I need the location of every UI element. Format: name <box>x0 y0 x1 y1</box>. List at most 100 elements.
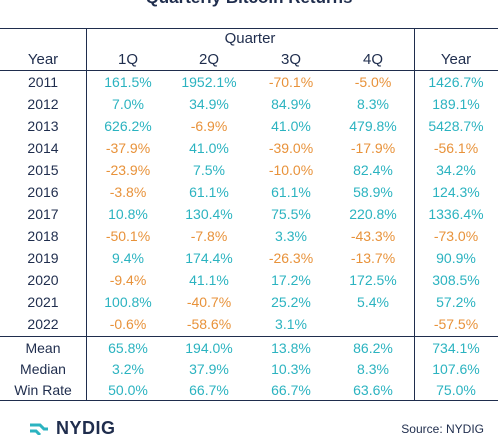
summary-row-cell: 66.7% <box>189 382 229 398</box>
table-row-cell: 5428.7% <box>428 118 484 134</box>
table-row-label: 2013 <box>27 118 59 134</box>
summary-row-cell: 13.8% <box>271 340 311 356</box>
table-row-cell: -6.9% <box>190 118 228 134</box>
table-row-label: 2019 <box>27 250 59 266</box>
table-row-cell: 41.0% <box>189 140 229 156</box>
summary-rule <box>0 336 498 337</box>
summary-row-cell: 50.0% <box>108 382 148 398</box>
table-row-cell: 75.5% <box>271 206 311 222</box>
table-row-cell: 61.1% <box>271 184 311 200</box>
table-row-cell: -37.9% <box>105 140 151 156</box>
top-rule <box>0 28 498 29</box>
summary-row-label: Win Rate <box>14 382 72 398</box>
table-row-cell: -73.0% <box>433 228 479 244</box>
summary-row-cell: 10.3% <box>271 361 311 377</box>
table-row-label: 2017 <box>27 206 59 222</box>
table-row-cell: 84.9% <box>271 96 311 112</box>
source-note: Source: NYDIG <box>401 422 484 436</box>
table-row-cell: 41.0% <box>271 118 311 134</box>
summary-row-cell: 65.8% <box>108 340 148 356</box>
table-row-label: 2014 <box>27 140 59 156</box>
column-header-4q: 4Q <box>362 51 383 68</box>
table-title: Quarterly Bitcoin Returns <box>0 0 498 8</box>
table-row-cell: -58.6% <box>186 316 232 332</box>
table-row-cell: 25.2% <box>271 294 311 310</box>
table-row-cell: 3.1% <box>275 316 307 332</box>
table-row-cell: -50.1% <box>105 228 151 244</box>
quarter-group-header: Quarter <box>224 30 276 47</box>
column-header-2q: 2Q <box>198 51 219 68</box>
summary-row-cell: 8.3% <box>357 361 389 377</box>
table-row-label: 2015 <box>27 162 59 178</box>
table-row-cell: 172.5% <box>349 272 397 288</box>
table-row-cell: -56.1% <box>433 140 479 156</box>
table-row-cell: 8.3% <box>357 96 389 112</box>
table-row-cell: 130.4% <box>185 206 233 222</box>
table-row-cell: 124.3% <box>432 184 480 200</box>
table-row-cell: -43.3% <box>350 228 396 244</box>
summary-row-cell: 63.6% <box>353 382 393 398</box>
summary-row-cell: 3.2% <box>112 361 144 377</box>
table-row-cell: 82.4% <box>353 162 393 178</box>
table-row-cell: 9.4% <box>112 250 144 266</box>
table-row-cell: -26.3% <box>268 250 314 266</box>
summary-row-label: Median <box>20 361 66 377</box>
summary-row-cell: 86.2% <box>353 340 393 356</box>
table-row-cell: 58.9% <box>353 184 393 200</box>
table-row-cell: 626.2% <box>104 118 152 134</box>
table-row-cell: -17.9% <box>350 140 396 156</box>
table-row-cell: 61.1% <box>189 184 229 200</box>
table-row-cell: 189.1% <box>432 96 480 112</box>
table-row-cell <box>332 313 414 335</box>
table-row-label: 2016 <box>27 184 59 200</box>
table-row-cell: 57.2% <box>436 294 476 310</box>
table-row-cell: 479.8% <box>349 118 397 134</box>
column-header-3q: 3Q <box>280 51 301 68</box>
table-row-cell: -23.9% <box>105 162 151 178</box>
table-row-label: 2022 <box>27 316 59 332</box>
table-row-cell: 3.3% <box>275 228 307 244</box>
nydig-logo: NYDIG <box>28 418 116 438</box>
summary-row-label: Mean <box>25 340 61 356</box>
table-row-cell: -0.6% <box>109 316 147 332</box>
header-rule <box>0 70 498 71</box>
bottom-rule <box>0 400 498 401</box>
table-row-cell: -39.0% <box>268 140 314 156</box>
table-row-cell: -3.8% <box>109 184 147 200</box>
nydig-mark-icon <box>30 423 48 435</box>
table-row-cell: 10.8% <box>108 206 148 222</box>
table-row-cell: 7.5% <box>193 162 225 178</box>
table-row-label: 2011 <box>27 74 59 90</box>
table-row-cell: 308.5% <box>432 272 480 288</box>
table-row-cell: 1952.1% <box>181 74 237 90</box>
table-row-cell: 220.8% <box>349 206 397 222</box>
summary-row-cell: 107.6% <box>432 361 480 377</box>
table-row-label: 2020 <box>27 272 59 288</box>
table-row-cell: 1336.4% <box>428 206 484 222</box>
table-row-cell: -13.7% <box>350 250 396 266</box>
summary-row-cell: 194.0% <box>185 340 233 356</box>
logo-text: NYDIG <box>56 417 116 438</box>
summary-row-cell: 37.9% <box>189 361 229 377</box>
table-row-cell: -5.0% <box>354 74 392 90</box>
column-header-1q: 1Q <box>117 51 138 68</box>
table-row-cell: -57.5% <box>433 316 479 332</box>
table-row-cell: 1426.7% <box>428 74 484 90</box>
table-row-cell: -7.8% <box>190 228 228 244</box>
table-row-cell: 41.1% <box>189 272 229 288</box>
table-row-cell: 34.2% <box>436 162 476 178</box>
table-row-label: 2021 <box>27 294 59 310</box>
year-column-divider <box>86 28 87 400</box>
year-column-header: Year <box>27 51 59 68</box>
table-row-cell: -70.1% <box>268 74 314 90</box>
summary-row-cell: 734.1% <box>432 340 480 356</box>
table-row-cell: -40.7% <box>186 294 232 310</box>
table-row-cell: -10.0% <box>268 162 314 178</box>
summary-row-cell: 66.7% <box>271 382 311 398</box>
table-row-cell: 34.9% <box>189 96 229 112</box>
table-row-cell: -9.4% <box>109 272 147 288</box>
table-row-label: 2018 <box>27 228 59 244</box>
annual-column-divider <box>414 28 415 400</box>
table-row-cell: 5.4% <box>357 294 389 310</box>
summary-row-cell: 75.0% <box>436 382 476 398</box>
